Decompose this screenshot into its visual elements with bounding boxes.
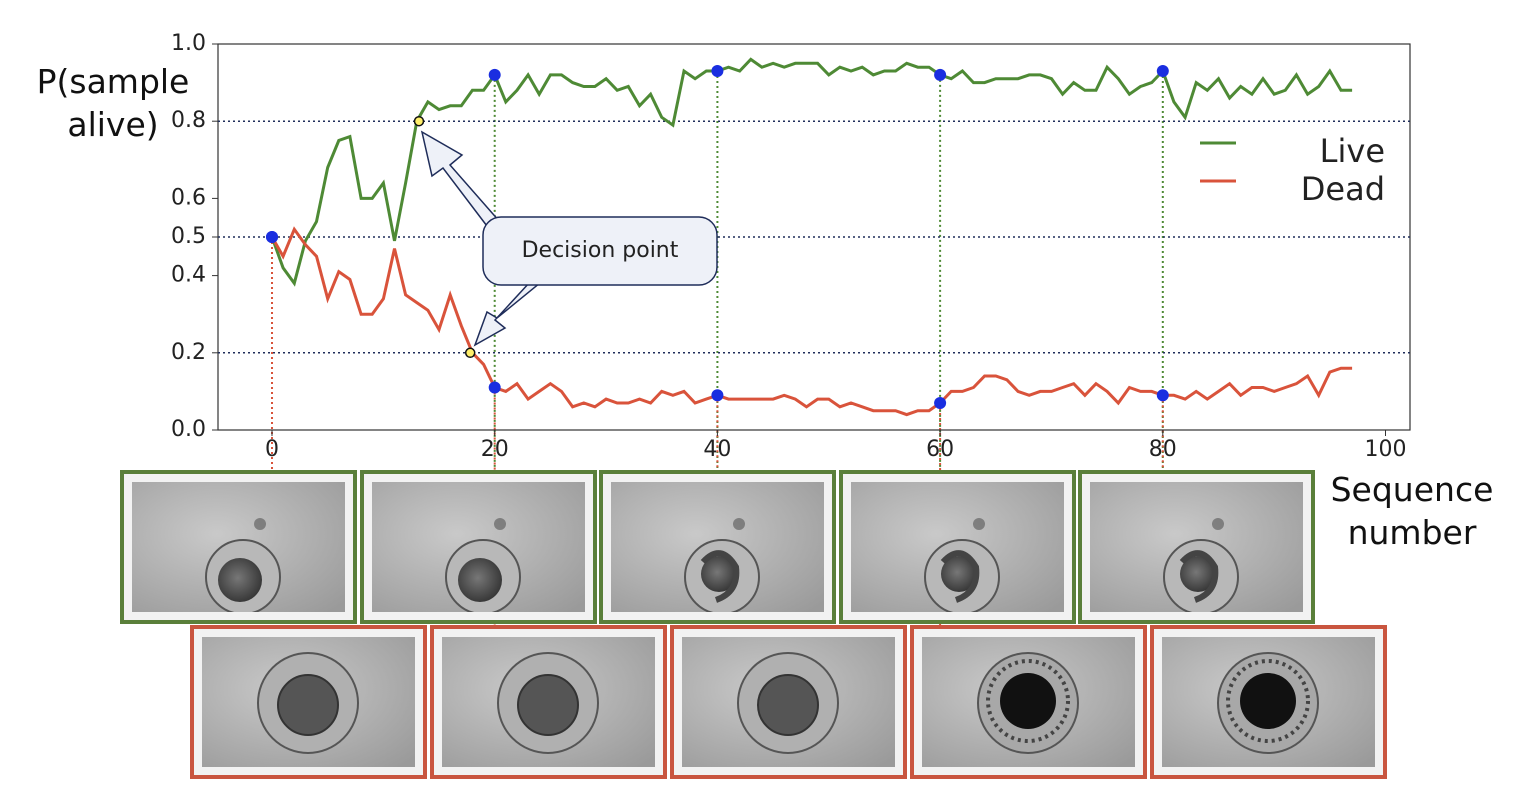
x-tick-label: 80 — [1149, 437, 1177, 462]
highlight-marker — [266, 231, 279, 243]
dead-image — [202, 637, 415, 767]
dead-image — [922, 637, 1135, 767]
live-image — [611, 482, 824, 614]
series-line — [270, 57, 1353, 287]
y-tick-label: 1.0 — [171, 31, 206, 56]
x-tick-label: 20 — [481, 437, 509, 462]
highlight-marker — [1156, 65, 1169, 78]
decision-point — [413, 115, 425, 127]
live-image — [1090, 482, 1303, 614]
plot-area: 0.0 0.2 0.4 0.5 0.6 0.8 1.0 0 20 40 60 80 100 LiveDea… — [171, 31, 1411, 462]
dead-image — [442, 637, 655, 767]
legend-label: Dead — [1301, 170, 1385, 208]
callout-arrow — [420, 130, 502, 232]
y-tick-label: 0.8 — [171, 108, 206, 133]
highlight-marker — [934, 396, 947, 409]
live-image — [132, 482, 345, 612]
callout-arrow — [473, 281, 542, 347]
y-tick-label: 0.6 — [171, 185, 206, 210]
highlight-marker — [488, 68, 501, 81]
x-axis-label: Sequence number — [1330, 470, 1494, 552]
y-tick-label: 0.4 — [171, 263, 206, 288]
x-tick-label: 40 — [703, 437, 731, 462]
dead-image — [682, 637, 895, 767]
x-tick-label: 60 — [926, 437, 954, 462]
live-image — [851, 482, 1064, 614]
y-tick-label: 0.5 — [171, 224, 206, 249]
callout-box — [482, 216, 718, 286]
x-tick-label: 0 — [265, 437, 279, 462]
series-line — [270, 226, 1353, 417]
x-tick-label: 100 — [1365, 437, 1407, 462]
legend-label: Live — [1320, 132, 1385, 170]
callout: Decision point — [413, 115, 718, 359]
y-tick-label: 0.2 — [171, 340, 206, 365]
y-axis-label: P(sample alive) — [36, 62, 190, 144]
highlight-marker — [711, 65, 724, 78]
thumbnails — [120, 470, 1387, 779]
y-tick-label: 0.0 — [171, 417, 206, 442]
annotation: Decision point — [522, 238, 679, 263]
dead-image — [1162, 637, 1375, 767]
highlight-marker — [711, 389, 724, 402]
highlight-marker — [1156, 389, 1169, 402]
decision-point — [464, 347, 476, 359]
highlight-marker — [488, 381, 501, 394]
live-image — [372, 482, 585, 612]
highlight-marker — [934, 68, 947, 81]
